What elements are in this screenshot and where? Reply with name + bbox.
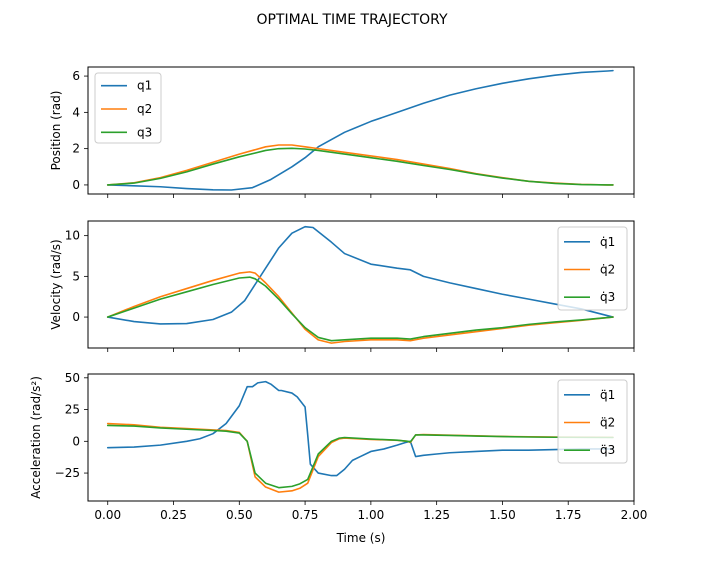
series-line-3 (106, 147, 614, 186)
legend-box (557, 226, 628, 311)
figure-title: OPTIMAL TIME TRAJECTORY (256, 12, 448, 28)
y-axis-label: Velocity (rad/s) (49, 239, 63, 329)
y-tick-label: −25 (55, 466, 80, 480)
legend-entry: q̈3 (600, 443, 615, 457)
x-tick-label: 0.50 (226, 508, 253, 522)
legend-entry: q̈1 (600, 388, 615, 402)
y-axis-label: Acceleration (rad/s²) (29, 376, 43, 499)
y-tick-label: 0 (72, 178, 80, 192)
subplot-1: 0 2 4 6 Position (rad) q1 q2 q3 (49, 66, 635, 198)
series-line-1 (106, 380, 614, 477)
y-tick-label: 25 (65, 403, 80, 417)
legend-box (94, 72, 162, 144)
x-tick-label: 0.00 (94, 508, 121, 522)
legend-entry: q̇1 (600, 235, 615, 249)
series-line-1 (106, 225, 614, 325)
series-group (106, 69, 614, 191)
x-tick-label: 2.00 (621, 508, 648, 522)
series-group (106, 380, 614, 493)
x-tick-label: 1.75 (555, 508, 582, 522)
series-line-3 (106, 276, 614, 342)
legend: q1 q2 q3 (94, 72, 162, 144)
legend-entry: q1 (137, 79, 152, 93)
x-tick-label: 0.25 (160, 508, 187, 522)
axes-frame (87, 373, 635, 502)
y-tick-label: 0 (72, 434, 80, 448)
y-tick-label: 50 (65, 371, 80, 385)
axes-frame (87, 220, 635, 349)
y-tick-label: 10 (65, 229, 80, 243)
x-tick-label: 0.75 (292, 508, 319, 522)
legend-box (557, 379, 628, 464)
subplot-3: 0.00 0.25 0.50 0.75 1.00 1.25 1.50 1.75 2.00 −25 0… (29, 371, 647, 545)
x-axis-label: Time (s) (336, 531, 386, 545)
series-line-2 (106, 271, 614, 344)
series-line-1 (106, 69, 614, 191)
series-line-3 (106, 424, 614, 489)
x-tick-label: 1.00 (358, 508, 385, 522)
legend-entry: q̇3 (600, 290, 615, 304)
legend-entry: q̈2 (600, 416, 615, 430)
y-tick-label: 5 (72, 269, 80, 283)
y-axis-label: Position (rad) (49, 91, 63, 171)
x-tick-label: 1.25 (423, 508, 450, 522)
y-tick-label: 6 (72, 69, 80, 83)
series-group (106, 225, 614, 344)
legend: q̇1 q̇2 q̇3 (557, 226, 628, 311)
y-tick-label: 4 (72, 105, 80, 119)
y-tick-label: 0 (72, 310, 80, 324)
legend-entry: q3 (137, 125, 152, 139)
legend-entry: q̇2 (600, 263, 615, 277)
x-tick-label: 1.50 (489, 508, 516, 522)
y-tick-label: 2 (72, 142, 80, 156)
legend: q̈1 q̈2 q̈3 (557, 379, 628, 464)
legend-entry: q2 (137, 102, 152, 116)
axes-frame (87, 66, 635, 195)
